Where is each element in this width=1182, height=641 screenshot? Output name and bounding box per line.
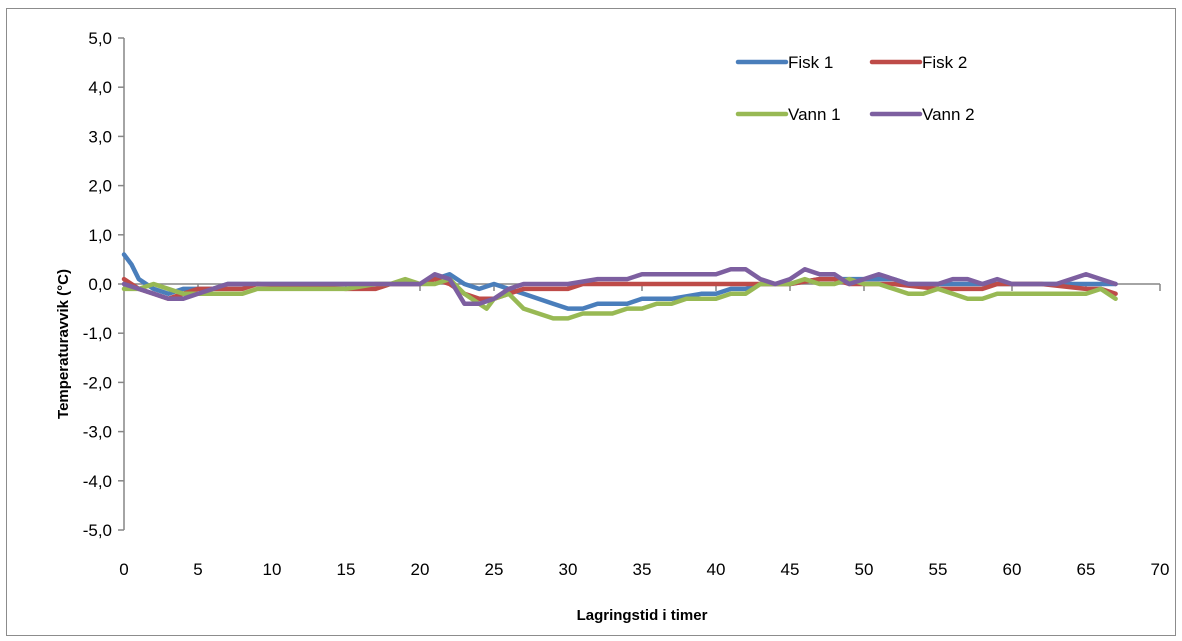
x-tick-label: 50 <box>855 560 874 579</box>
x-tick-label: 40 <box>707 560 726 579</box>
x-tick-label: 15 <box>337 560 356 579</box>
x-tick-label: 55 <box>929 560 948 579</box>
x-tick-label: 30 <box>559 560 578 579</box>
x-tick-label: 20 <box>411 560 430 579</box>
x-tick-label: 5 <box>193 560 202 579</box>
x-tick-label: 0 <box>119 560 128 579</box>
series-lines <box>121 252 1118 321</box>
legend-label: Fisk 1 <box>788 53 833 72</box>
y-tick-label: 4,0 <box>88 78 112 97</box>
legend-label: Vann 1 <box>788 105 841 124</box>
y-tick-label: -5,0 <box>83 521 112 540</box>
y-tick-label: 5,0 <box>88 29 112 48</box>
x-tick-label: 10 <box>263 560 282 579</box>
y-tick-label: -4,0 <box>83 472 112 491</box>
series-line-3 <box>121 276 1118 321</box>
x-tick-label: 35 <box>633 560 652 579</box>
legend-label: Fisk 2 <box>922 53 967 72</box>
y-tick-label: 0,0 <box>88 275 112 294</box>
y-tick-label: 3,0 <box>88 127 112 146</box>
y-tick-label: 1,0 <box>88 226 112 245</box>
series-line-2 <box>121 276 1118 302</box>
x-axis-title: Lagringstid i timer <box>577 607 708 624</box>
series-line-4 <box>121 266 1118 306</box>
x-tick-label: 60 <box>1003 560 1022 579</box>
legend-label: Vann 2 <box>922 105 975 124</box>
chart-area <box>6 8 1176 636</box>
y-tick-label: -2,0 <box>83 373 112 392</box>
x-tick-label: 25 <box>485 560 504 579</box>
x-tick-label: 70 <box>1151 560 1170 579</box>
y-tick-label: 2,0 <box>88 177 112 196</box>
y-tick-label: -3,0 <box>83 423 112 442</box>
x-tick-label: 65 <box>1077 560 1096 579</box>
legend: Fisk 1 Fisk 2 Vann 1 Vann 2 <box>735 53 975 124</box>
y-axis-title: Temperaturavvik (°C) <box>55 269 72 419</box>
y-tick-label: -1,0 <box>83 324 112 343</box>
x-tick-label: 45 <box>781 560 800 579</box>
